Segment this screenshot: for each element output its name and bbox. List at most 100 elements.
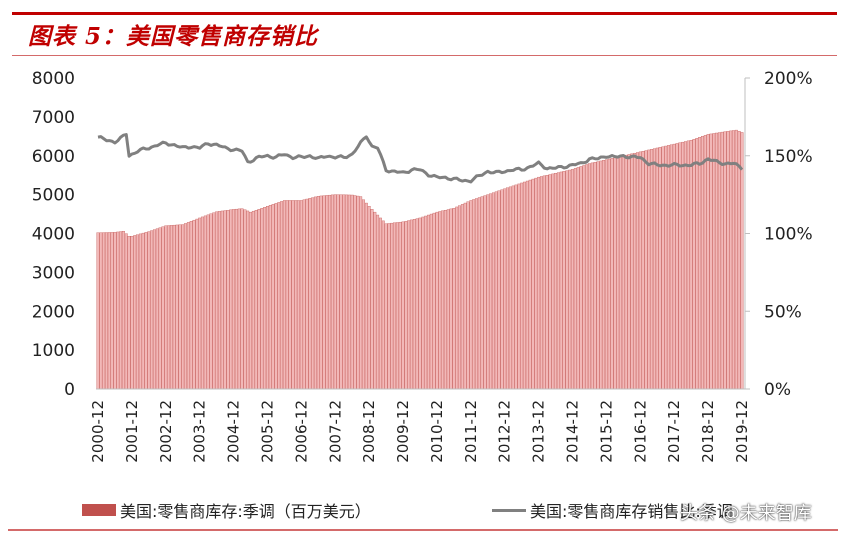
inventory-bar: [641, 151, 645, 390]
inventory-bar: [398, 221, 402, 390]
inventory-bar: [181, 224, 185, 390]
inventory-bar: [218, 211, 221, 390]
inventory-bar: [359, 196, 363, 390]
x-tick-label: 2012-12: [496, 400, 514, 463]
inventory-bar: [582, 165, 586, 390]
inventory-bar: [709, 133, 713, 390]
inventory-bar: [701, 136, 704, 390]
x-tick-label: 2002-12: [157, 400, 175, 463]
inventory-bar: [215, 211, 219, 390]
inventory-bar: [438, 211, 442, 390]
legend-item-inventory: 美国:零售商库存:季调（百万美元）: [82, 498, 371, 522]
x-tick-label: 2018-12: [699, 400, 717, 463]
inventory-bar: [602, 160, 606, 390]
right-tick-label: 50%: [764, 302, 802, 322]
inventory-bar: [435, 211, 439, 390]
inventory-bar: [508, 186, 512, 390]
inventory-bar: [333, 194, 337, 390]
watermark: 头条 @未来智库: [680, 503, 812, 524]
x-tick-label: 2008-12: [360, 400, 378, 463]
inventory-bar: [638, 151, 642, 390]
right-tick-label: 100%: [764, 225, 813, 245]
inventory-bar: [153, 229, 156, 390]
inventory-bar: [175, 224, 179, 390]
inventory-bar: [525, 180, 529, 390]
inventory-bar: [424, 215, 428, 390]
inventory-bar: [619, 156, 622, 390]
inventory-bar: [729, 130, 733, 390]
inventory-bar: [339, 194, 343, 390]
inventory-bar: [506, 187, 510, 390]
inventory-bar: [443, 210, 447, 390]
inventory-bar: [277, 202, 281, 390]
inventory-bar: [308, 198, 312, 390]
inventory-bar: [520, 182, 524, 390]
inventory-bar: [542, 175, 546, 390]
inventory-bar: [294, 200, 298, 390]
inventory-bar: [421, 216, 425, 390]
inventory-bar: [480, 196, 484, 390]
inventory-bar: [347, 194, 351, 390]
x-axis: 2000-12 2001-12 2002-12 2003-12 2004-12 2005-…: [89, 400, 751, 463]
x-tick-label: 2010-12: [428, 400, 446, 463]
title-divider: [12, 55, 837, 56]
inventory-bar: [698, 137, 702, 390]
inventory-bar: [316, 196, 320, 390]
inventory-bar: [726, 131, 730, 390]
inventory-bar: [353, 195, 357, 390]
inventory-bar: [494, 191, 498, 390]
inventory-bar: [565, 170, 569, 390]
inventory-bar: [161, 226, 165, 390]
inventory-bar: [311, 197, 315, 390]
inventory-bar: [475, 198, 478, 390]
inventory-bar: [686, 140, 690, 390]
inventory-bar: [540, 176, 543, 390]
inventory-bar: [102, 232, 106, 390]
inventory-bar: [500, 189, 504, 390]
inventory-bar: [573, 168, 577, 390]
inventory-bar: [720, 131, 724, 390]
inventory-bar: [314, 196, 317, 390]
left-tick-label: 4000: [32, 225, 75, 245]
left-tick-label: 0: [64, 380, 75, 400]
inventory-bar: [554, 173, 558, 390]
x-tick-label: 2014-12: [564, 400, 582, 463]
inventory-bar: [723, 131, 727, 390]
inventory-bar: [133, 235, 137, 390]
left-tick-label: 5000: [32, 186, 75, 206]
inventory-bar: [458, 205, 461, 390]
inventory-bar: [585, 164, 589, 390]
inventory-bar: [734, 129, 738, 390]
inventory-bar: [689, 140, 693, 390]
inventory-bar: [116, 231, 120, 390]
inventory-bar: [658, 147, 662, 390]
inventory-bar: [198, 217, 202, 390]
x-tick-label: 2003-12: [191, 400, 209, 463]
inventory-bar: [616, 156, 620, 390]
inventory-bar: [393, 222, 397, 390]
inventory-bar: [220, 210, 224, 390]
inventory-bar: [706, 134, 710, 390]
inventory-bar: [551, 173, 555, 390]
inventory-bar: [667, 145, 671, 390]
right-tick-label: 200%: [764, 69, 813, 89]
chart-title: 图表 5：美国零售商存销比: [28, 23, 319, 50]
inventory-bar: [376, 214, 380, 390]
inventory-bar: [466, 201, 470, 390]
inventory-bar: [387, 223, 391, 390]
inventory-bar: [717, 132, 721, 390]
inventory-bar: [96, 232, 100, 390]
inventory-bar: [99, 232, 103, 390]
top-rule: [12, 12, 837, 15]
inventory-bar: [452, 208, 456, 390]
inventory-bar: [325, 195, 329, 390]
inventory-bar: [562, 171, 566, 390]
inventory-bar: [593, 162, 597, 390]
x-tick-label: 2015-12: [597, 400, 615, 463]
inventory-bar: [178, 224, 182, 390]
inventory-bar: [209, 213, 213, 390]
inventory-bar: [732, 130, 735, 390]
inventory-bar: [186, 222, 190, 390]
inventory-bar: [254, 210, 258, 390]
inventory-bar: [404, 221, 408, 390]
